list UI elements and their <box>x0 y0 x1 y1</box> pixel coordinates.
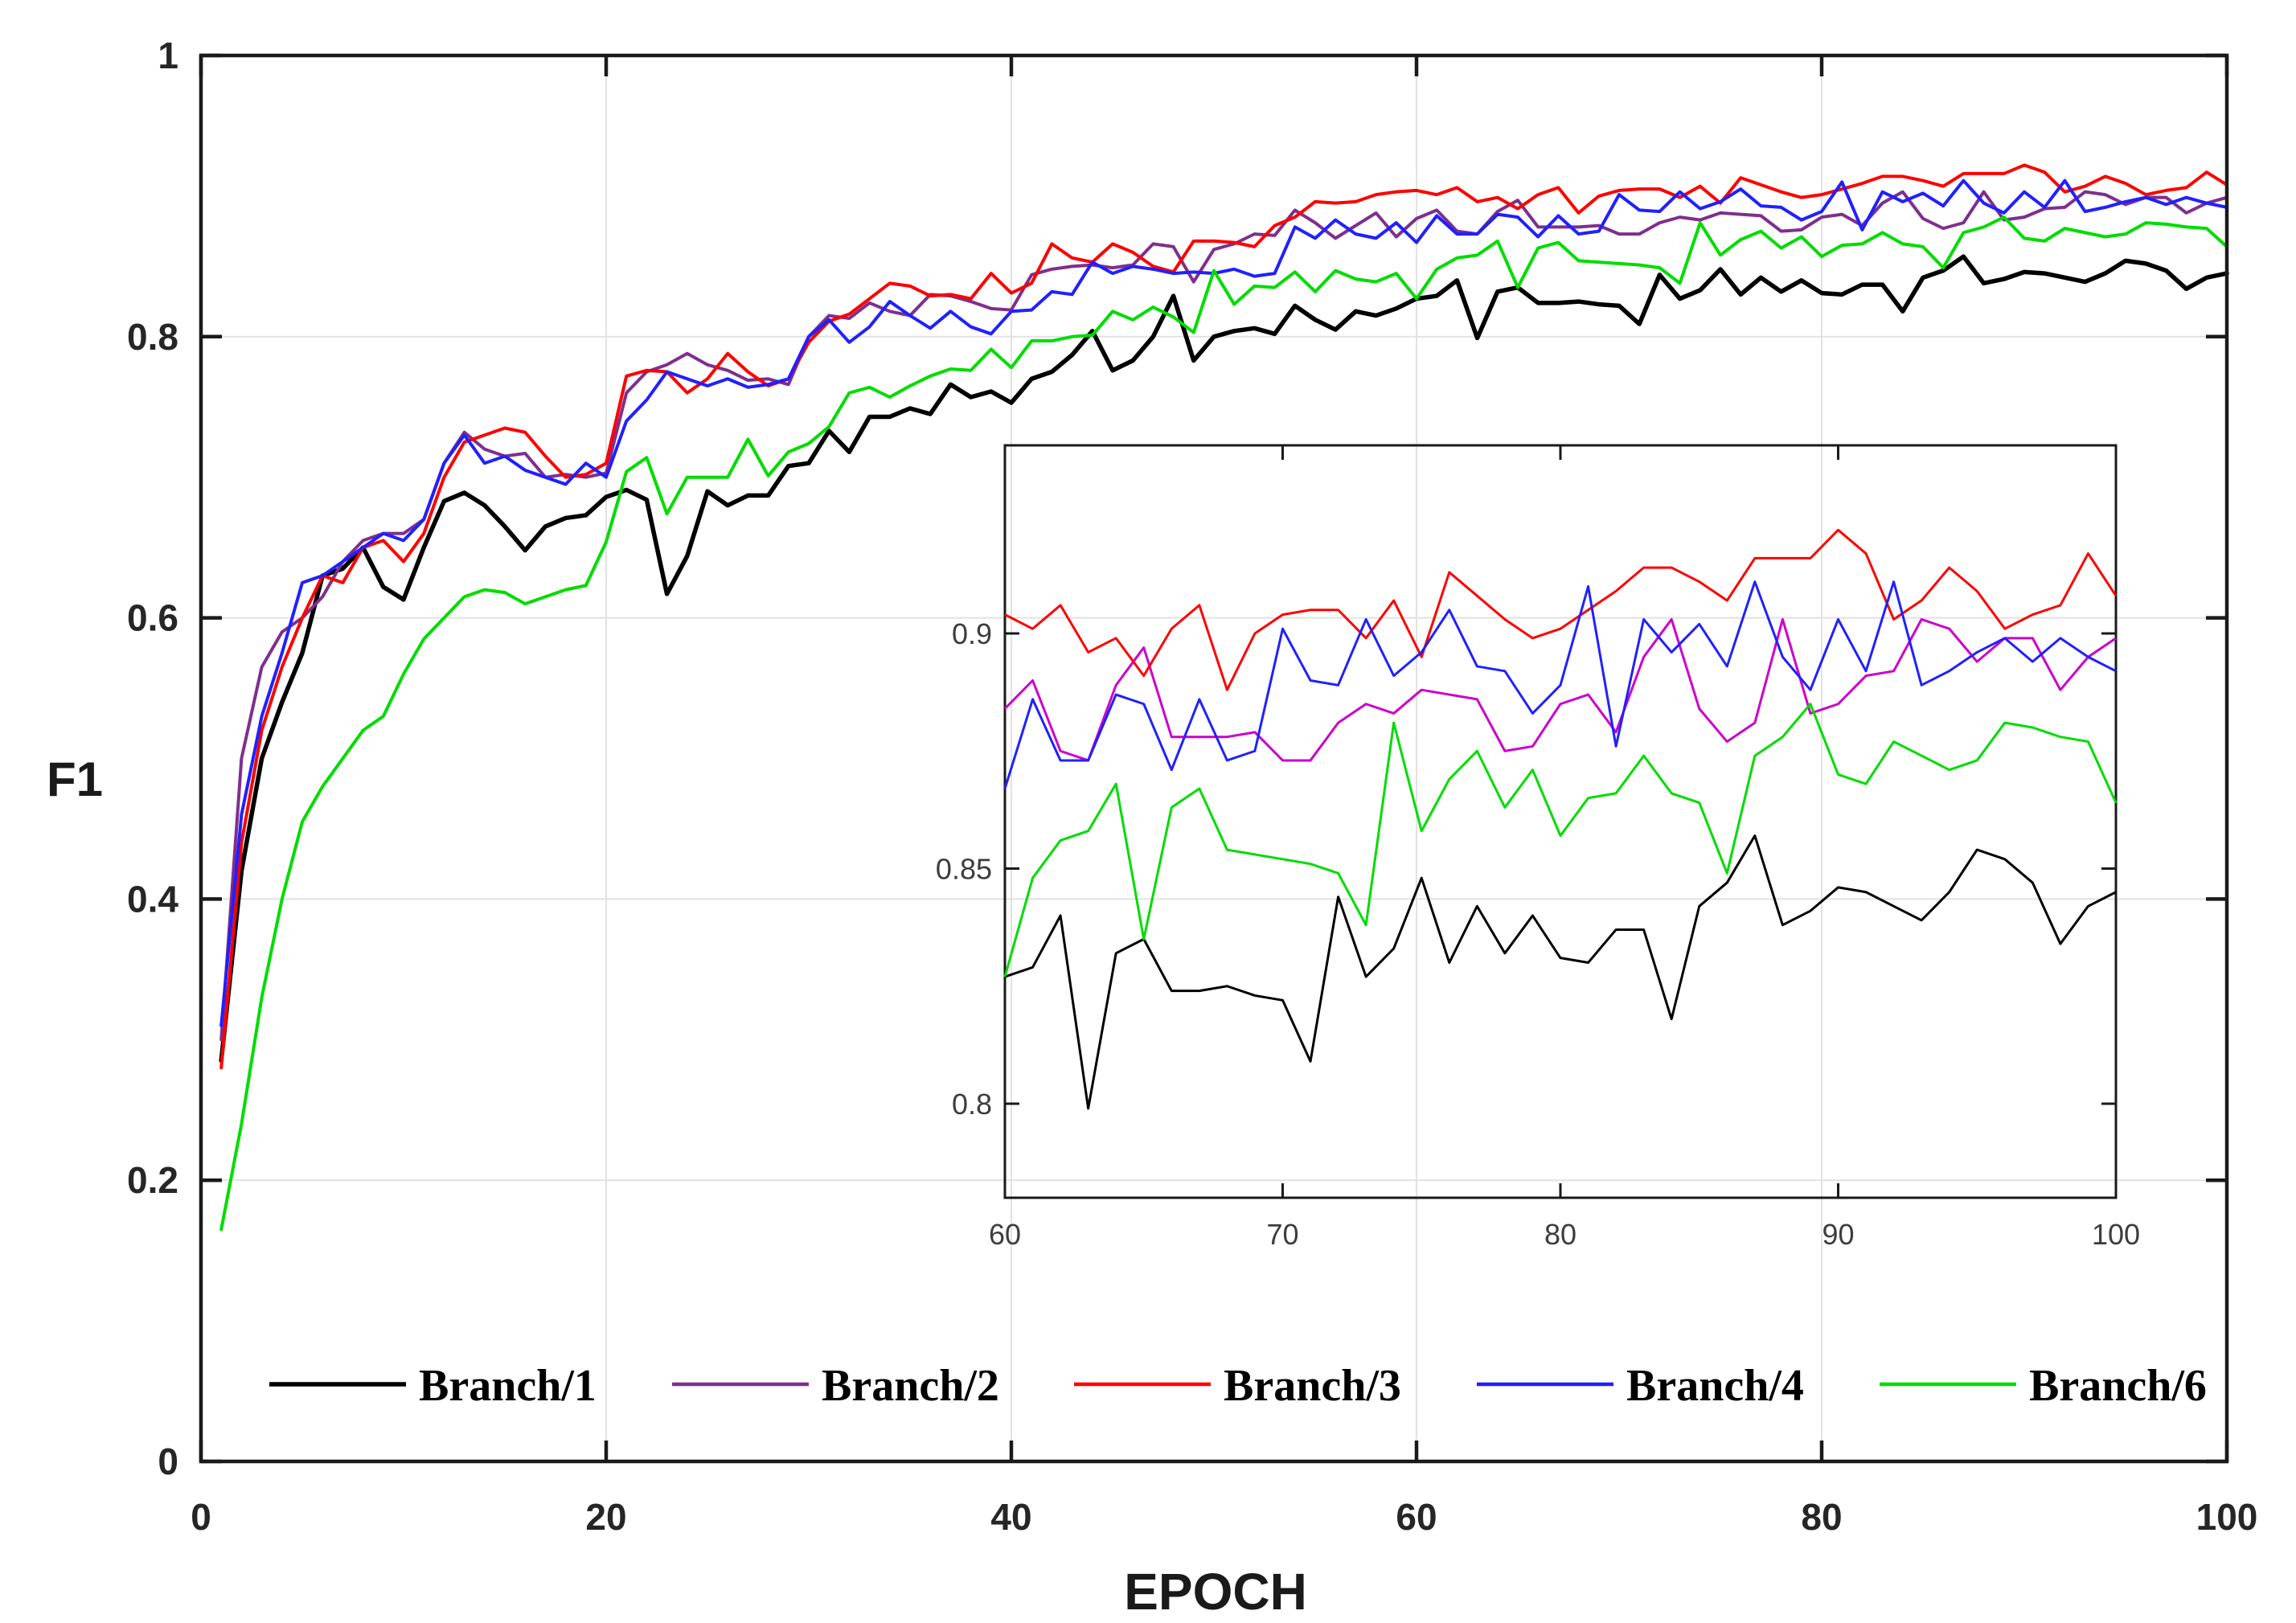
inset-x-tick-label: 80 <box>1544 1218 1576 1251</box>
inset-line-branch-4 <box>1003 580 2117 789</box>
y-axis-title: F1 <box>47 752 103 806</box>
legend-entry-branch-2: Branch/2 <box>672 1361 999 1411</box>
inset-y-tick-label: 0.8 <box>952 1088 992 1121</box>
x-tick-label: 60 <box>1396 1496 1437 1538</box>
main-line-branch-1 <box>219 254 2229 1064</box>
y-tick-label: 1 <box>158 35 178 76</box>
inset-y-tick-label: 0.9 <box>952 617 992 650</box>
main-series-layer <box>219 163 2229 1232</box>
y-tick-label: 0.2 <box>127 1159 178 1201</box>
inset-line-branch-1 <box>1004 834 2117 1110</box>
x-tick-label: 80 <box>1801 1496 1842 1538</box>
main-line-branch-3 <box>219 163 2228 1070</box>
legend-entry-branch-1: Branch/1 <box>269 1361 597 1411</box>
legend: Branch/1 Branch/2 Branch/3 Branch/4 Branch/6 <box>269 1361 2207 1411</box>
legend-label: Branch/3 <box>1224 1361 1401 1411</box>
legend-entry-branch-3: Branch/3 <box>1074 1361 1401 1411</box>
y-tick-label: 0.4 <box>127 878 178 920</box>
x-tick-label: 40 <box>990 1496 1031 1538</box>
plot-box <box>199 53 2229 1464</box>
y-tick-label: 0.6 <box>127 597 178 639</box>
inset-x-tick-label: 90 <box>1822 1218 1854 1251</box>
legend-entry-branch-4: Branch/4 <box>1477 1361 1804 1411</box>
inset-axes-layer: 60 70 80 90 100 0.8 0.85 0.9 <box>936 444 2140 1251</box>
x-tick-label: 20 <box>585 1496 626 1538</box>
main-line-branch-6 <box>219 215 2228 1232</box>
main-line-branch-4 <box>219 178 2228 1027</box>
legend-label: Branch/4 <box>1626 1361 1804 1411</box>
inset-box <box>1003 444 2118 1199</box>
inset-x-tick-label: 100 <box>2092 1218 2140 1251</box>
y-tick-label: 0 <box>158 1441 178 1482</box>
inset-line-branch-3 <box>1004 528 2118 691</box>
inset-y-tick-label: 0.85 <box>936 853 992 886</box>
x-axis-title: EPOCH <box>1124 1563 1307 1621</box>
legend-label: Branch/2 <box>822 1361 999 1411</box>
x-tick-label: 100 <box>2196 1496 2258 1538</box>
legend-label: Branch/6 <box>2029 1361 2207 1411</box>
legend-entry-branch-6: Branch/6 <box>1880 1361 2207 1411</box>
inset-x-tick-label: 70 <box>1266 1218 1298 1251</box>
y-tick-label: 0.8 <box>127 316 178 358</box>
main-line-branch-2 <box>219 190 2228 1042</box>
inset-x-tick-label: 60 <box>989 1218 1021 1251</box>
x-tick-label: 0 <box>191 1496 211 1538</box>
inset-line-branch-2 <box>1003 617 2117 762</box>
gridlines-layer <box>201 55 2227 1461</box>
tick-labels-layer: 0 20 40 60 80 100 0 0.2 0.4 0.6 0.8 1 <box>127 35 2257 1538</box>
main-axes-layer <box>199 53 2229 1464</box>
legend-label: Branch/1 <box>419 1361 597 1411</box>
inset-line-branch-6 <box>1003 703 2118 977</box>
